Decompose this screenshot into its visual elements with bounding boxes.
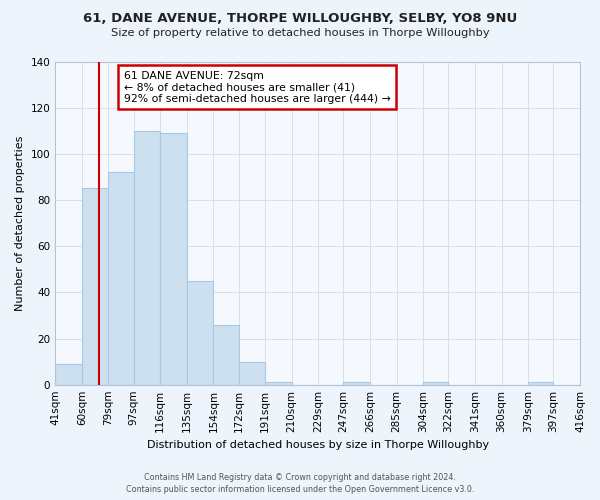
Text: Contains HM Land Registry data © Crown copyright and database right 2024.
Contai: Contains HM Land Registry data © Crown c… <box>126 472 474 494</box>
Bar <box>82 188 109 384</box>
Bar <box>239 362 265 384</box>
Bar <box>109 172 134 384</box>
X-axis label: Distribution of detached houses by size in Thorpe Willoughby: Distribution of detached houses by size … <box>146 440 488 450</box>
Bar <box>265 382 292 384</box>
Bar <box>134 131 160 384</box>
Bar <box>214 324 239 384</box>
Text: 61, DANE AVENUE, THORPE WILLOUGHBY, SELBY, YO8 9NU: 61, DANE AVENUE, THORPE WILLOUGHBY, SELB… <box>83 12 517 26</box>
Bar <box>187 281 214 384</box>
Bar <box>343 382 370 384</box>
Bar <box>528 382 553 384</box>
Bar <box>423 382 448 384</box>
Text: Size of property relative to detached houses in Thorpe Willoughby: Size of property relative to detached ho… <box>110 28 490 38</box>
Y-axis label: Number of detached properties: Number of detached properties <box>15 136 25 311</box>
Text: 61 DANE AVENUE: 72sqm
← 8% of detached houses are smaller (41)
92% of semi-detac: 61 DANE AVENUE: 72sqm ← 8% of detached h… <box>124 70 391 104</box>
Bar <box>55 364 82 384</box>
Bar <box>160 133 187 384</box>
